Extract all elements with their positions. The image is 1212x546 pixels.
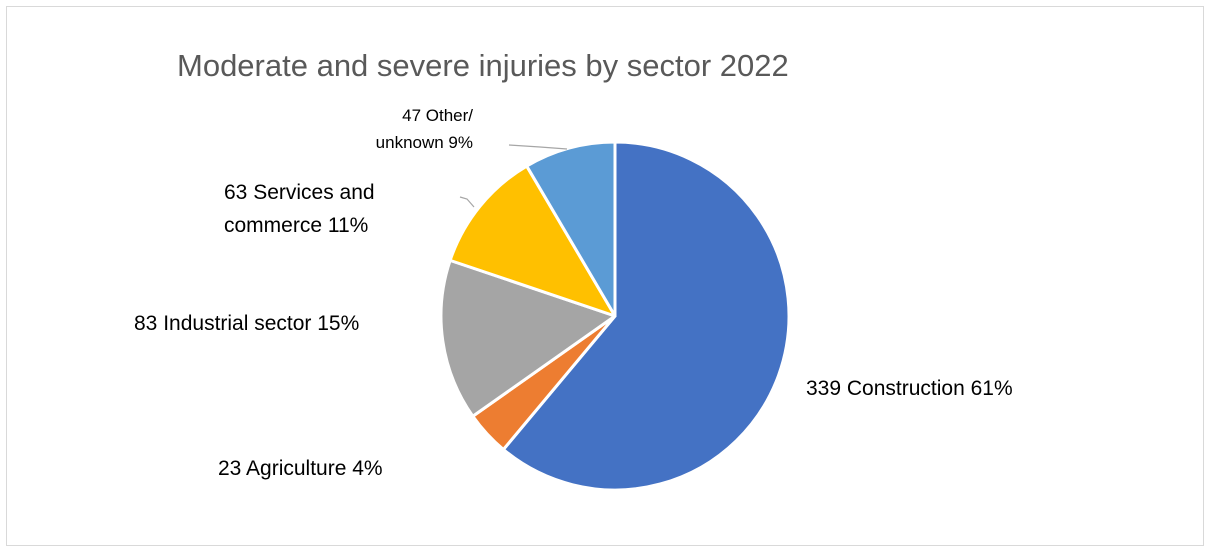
leader-line-other-unknown — [508, 144, 568, 150]
chart-title: Moderate and severe injuries by sector 2… — [177, 48, 789, 83]
slice-label-construction: 339 Construction 61% — [806, 372, 1013, 405]
slice-label-industrial-sector: 83 Industrial sector 15% — [134, 307, 359, 340]
slice-label-industrial-line-1: 83 Industrial sector 15% — [134, 312, 360, 335]
pie-slice-services-commerce — [448, 164, 617, 318]
slice-label-services-commerce: 63 Services and commerce 11% — [224, 176, 375, 242]
slice-label-other-line-1: 47 Other/ — [402, 106, 473, 125]
leader-line-services-commerce — [459, 196, 475, 208]
pie-slice-industrial-sector — [439, 258, 617, 418]
slice-label-services-line-2: commerce 11% — [224, 214, 369, 237]
pie-slice-construction — [501, 140, 791, 492]
slice-label-services-line-1: 63 Services and — [224, 181, 375, 204]
slice-label-agriculture: 23 Agriculture 4% — [218, 452, 383, 485]
pie-slice-other-unknown — [525, 140, 617, 318]
slice-label-construction-line-1: 339 Construction 61% — [806, 377, 1013, 400]
slice-label-other-line-2: unknown 9% — [375, 133, 473, 152]
slice-label-other-unknown: 47 Other/ unknown 9% — [347, 102, 473, 156]
slice-label-agriculture-line-1: 23 Agriculture 4% — [218, 457, 383, 480]
